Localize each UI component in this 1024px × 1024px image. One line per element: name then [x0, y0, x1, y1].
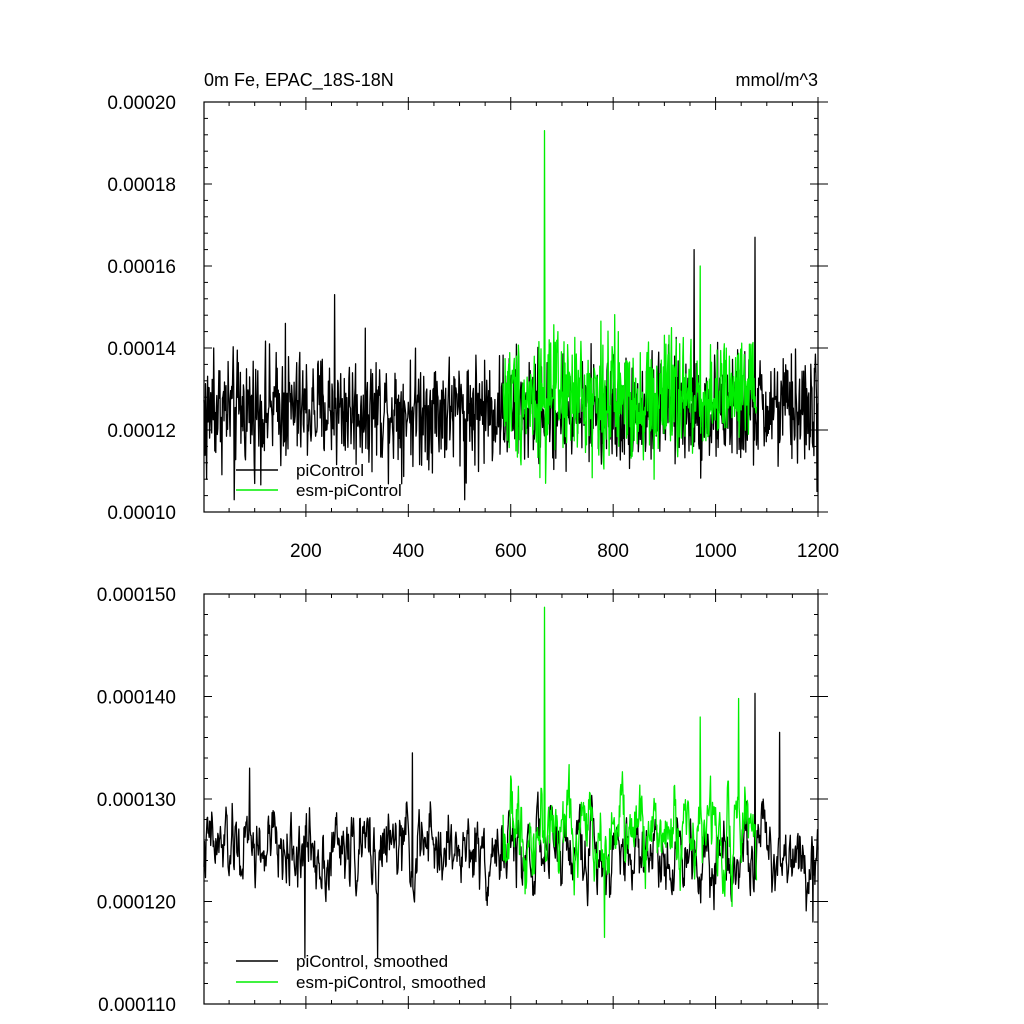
- x-tick-label: 400: [392, 541, 424, 562]
- bottom-panel: 0.000110 0.000120 0.000130 0.000140 0.000150…: [97, 585, 828, 1016]
- y-tick-label: 0.000140: [97, 688, 176, 709]
- y-tick-label: 0.00014: [107, 339, 176, 360]
- bottom-y-tick-labels: 0.000110 0.000120 0.000130 0.000140 0.000150: [97, 585, 176, 1016]
- top-units-label: mmol/m^3: [736, 70, 818, 90]
- top-legend: piControl esm-piControl: [236, 461, 402, 500]
- x-tick-label: 800: [597, 541, 629, 562]
- x-tick-label: 1000: [694, 541, 736, 562]
- y-tick-label: 0.000150: [97, 585, 176, 606]
- x-tick-label: 200: [290, 541, 322, 562]
- x-tick-label: 1200: [797, 541, 839, 562]
- y-tick-label: 0.00012: [107, 421, 176, 442]
- bottom-series-lines: [203, 606, 819, 959]
- top-panel: 0m Fe, EPAC_18S-18N mmol/m^3 0.000100.00…: [107, 70, 839, 562]
- series-line-esm-picontrol-smoothed: [502, 606, 758, 939]
- top-plot-frame: [203, 101, 819, 513]
- x-tick-label: 600: [495, 541, 527, 562]
- top-chart-title: 0m Fe, EPAC_18S-18N: [204, 70, 394, 91]
- top-x-tick-labels: 200 400 600 800 1000 1200: [290, 541, 839, 562]
- series-line-esm-picontrol: [502, 130, 758, 484]
- top-y-tick-labels: 0.00010 0.00012 0.00014 0.00016 0.00018 0.000…: [107, 93, 176, 524]
- bottom-legend: piControl, smoothed esm-piControl, smoot…: [236, 952, 486, 992]
- y-tick-label: 0.000110: [98, 995, 176, 1016]
- y-tick-label: 0.000120: [97, 893, 176, 914]
- y-tick-label: 0.000130: [97, 790, 176, 811]
- legend-label-esm-picontrol-smoothed: esm-piControl, smoothed: [296, 973, 486, 992]
- legend-label-picontrol-smoothed: piControl, smoothed: [296, 952, 448, 971]
- y-tick-label: 0.00016: [107, 257, 176, 278]
- bottom-axis-ticks: [204, 589, 828, 1009]
- legend-label-esm-picontrol: esm-piControl: [296, 481, 402, 500]
- y-tick-label: 0.00010: [107, 503, 176, 524]
- top-axis-ticks: [204, 97, 828, 517]
- y-tick-label: 0.00020: [107, 93, 176, 114]
- series-line-picontrol: [203, 236, 819, 501]
- y-tick-label: 0.00018: [107, 175, 176, 196]
- top-series-lines: [203, 130, 819, 501]
- legend-label-picontrol: piControl: [296, 461, 364, 480]
- series-line-picontrol-smoothed: [203, 692, 819, 959]
